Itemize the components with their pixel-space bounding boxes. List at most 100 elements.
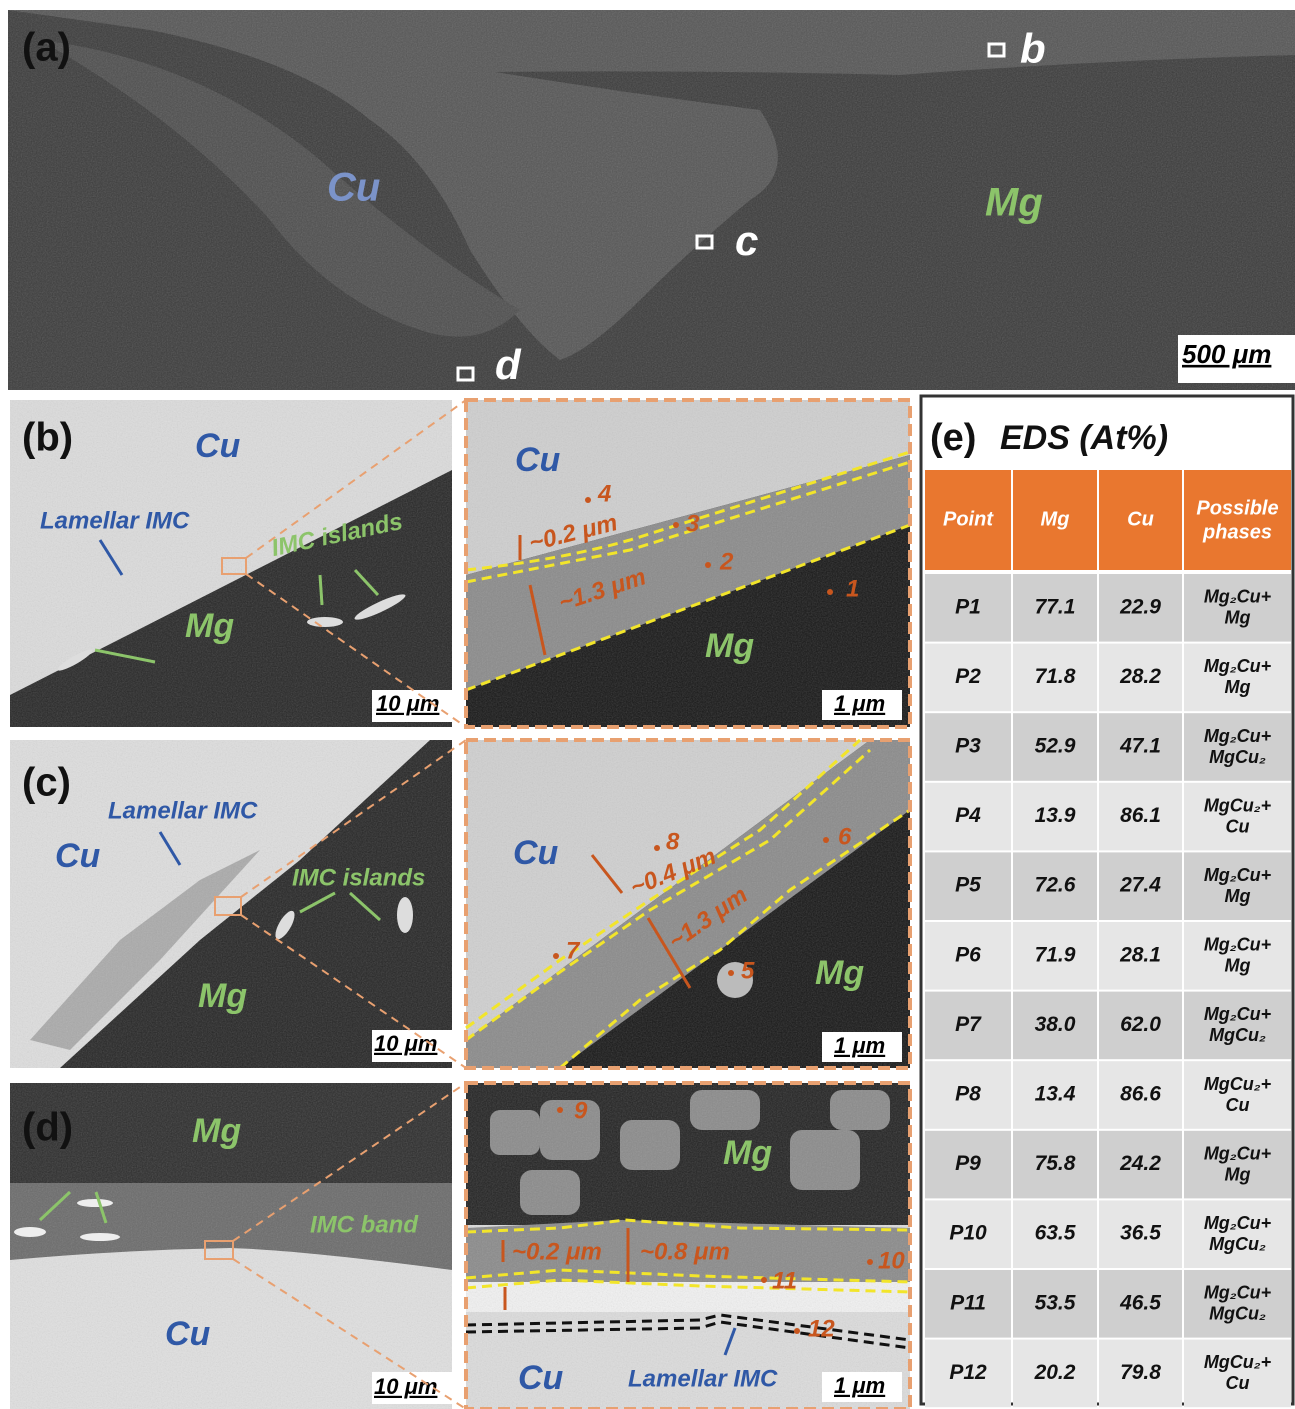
cell-text: 86.1 [1120, 804, 1161, 827]
texture [10, 740, 452, 1068]
phase-text: Mg₂Cu+ [1204, 726, 1272, 746]
cell-text: 28.1 [1119, 943, 1161, 966]
table-title: EDS (At%) [1000, 419, 1168, 457]
cell-text: P12 [949, 1361, 987, 1384]
scale-bar-label: 10 μm [374, 1031, 437, 1056]
phase-text: Mg₂Cu+ [1204, 656, 1272, 676]
material-label: Cu [195, 427, 241, 465]
arrow [320, 575, 322, 605]
cell-text: 46.5 [1119, 1291, 1161, 1314]
phase-text: MgCu₂+ [1204, 1074, 1272, 1094]
phase-text: MgCu₂+ [1204, 1352, 1272, 1372]
cell-text: 47.1 [1119, 735, 1161, 758]
annotation: IMC band [310, 1211, 419, 1238]
column-header: Mg [1041, 508, 1070, 530]
imc-island [397, 897, 413, 933]
point [867, 1259, 873, 1265]
panel-c-detail: Cu Mg 8 6 7 5 ~0.4 μm ~1.3 μm 1 μm [466, 740, 910, 1068]
point [673, 522, 679, 528]
material-label: Mg [815, 954, 864, 992]
eds-table: (e) EDS (At%) PointMgCuPossiblephasesP17… [921, 396, 1293, 1407]
column-header: phases [1202, 521, 1272, 543]
phase-text: Mg [1225, 886, 1251, 906]
panel-label: (a) [22, 26, 71, 70]
cell-text: P11 [950, 1291, 986, 1314]
material-label: Cu [327, 166, 380, 210]
phase-text: Mg₂Cu+ [1204, 1283, 1272, 1303]
panel-a: (a) b c d Cu Mg 500 μm [8, 10, 1295, 390]
cell-text: 28.2 [1119, 665, 1161, 688]
scale-bar-label: 1 μm [834, 1033, 885, 1058]
column-header: Cu [1127, 508, 1154, 530]
phase-text: Mg₂Cu+ [1204, 1213, 1272, 1233]
material-label: Mg [705, 627, 754, 665]
phase-text: Mg [1225, 608, 1251, 628]
phase-text: Mg₂Cu+ [1204, 865, 1272, 885]
point-label: 7 [566, 937, 581, 964]
phase-text: Mg [1225, 956, 1251, 976]
phase-text: Mg₂Cu+ [1204, 1143, 1272, 1163]
annotation: IMC islands [292, 864, 425, 891]
column-header: Possible [1196, 497, 1278, 519]
point-label: 2 [719, 548, 734, 575]
point-label: 10 [878, 1247, 905, 1274]
material-label: Cu [55, 837, 101, 875]
panel-label: (c) [22, 761, 71, 805]
phase-text: Mg [1225, 1164, 1251, 1184]
material-label: Cu [515, 441, 561, 479]
cell-text: 63.5 [1035, 1222, 1076, 1245]
cell-text: 53.5 [1035, 1291, 1076, 1314]
cell-text: P6 [955, 943, 981, 966]
material-label: Mg [198, 977, 247, 1015]
cell-text: 71.8 [1035, 665, 1076, 688]
cell-text: P8 [955, 1083, 981, 1106]
material-label: Mg [985, 181, 1043, 225]
column-header: Point [943, 508, 994, 530]
phase-text: Cu [1226, 1373, 1250, 1393]
panel-b-overview: (b) Cu Mg Lamellar IMC IMC islands 10 μm [10, 400, 452, 727]
cell-text: 86.6 [1120, 1083, 1161, 1106]
imc-island [307, 617, 343, 627]
point-label: 9 [574, 1097, 588, 1124]
point [705, 562, 711, 568]
point-label: 3 [686, 510, 700, 537]
point [827, 589, 833, 595]
material-label: Mg [185, 607, 234, 645]
point-label: 4 [597, 480, 611, 507]
point [761, 1277, 767, 1283]
phase-text: Mg₂Cu+ [1204, 587, 1272, 607]
thickness-label: ~0.8 μm [640, 1238, 730, 1265]
point [553, 953, 559, 959]
cell-text: 13.4 [1035, 1083, 1076, 1106]
cell-text: P1 [955, 595, 981, 618]
panel-d-overview: (d) Mg IMC band Cu 10 μm [10, 1083, 452, 1409]
phase-text: Mg [1225, 677, 1251, 697]
material-label: Cu [165, 1315, 211, 1353]
point [728, 970, 734, 976]
annotation: Lamellar IMC [628, 1365, 778, 1392]
panel-d-detail: 9 Mg ~0.2 μm ~0.8 μm 10 11 12 Cu Lamella… [466, 1083, 910, 1409]
cell-text: 24.2 [1119, 1152, 1161, 1175]
cell-text: P7 [955, 1013, 982, 1036]
cell-text: P9 [955, 1152, 981, 1175]
phase-text: Mg₂Cu+ [1204, 935, 1272, 955]
imc-island [14, 1227, 46, 1237]
material-label: Cu [518, 1359, 564, 1397]
cell-text: P5 [955, 874, 981, 897]
point [557, 1107, 563, 1113]
figure: (a) b c d Cu Mg 500 μm (b) Cu Mg Lamella… [0, 0, 1295, 1409]
cell-text: P2 [955, 665, 981, 688]
point [794, 1328, 800, 1334]
cell-text: 62.0 [1120, 1013, 1161, 1036]
marker-label: b [1020, 25, 1046, 72]
point-label: 11 [772, 1267, 797, 1294]
phase-text: Cu [1226, 1095, 1250, 1115]
cell-text: 38.0 [1035, 1013, 1076, 1036]
phase-text: Mg₂Cu+ [1204, 1004, 1272, 1024]
cell-text: 36.5 [1120, 1222, 1161, 1245]
scale-bar-label: 10 μm [376, 691, 439, 716]
point-label: 1 [846, 575, 859, 602]
cell-text: 79.8 [1120, 1361, 1161, 1384]
scale-bar-label: 500 μm [1182, 339, 1271, 369]
point-label: 5 [741, 957, 755, 984]
